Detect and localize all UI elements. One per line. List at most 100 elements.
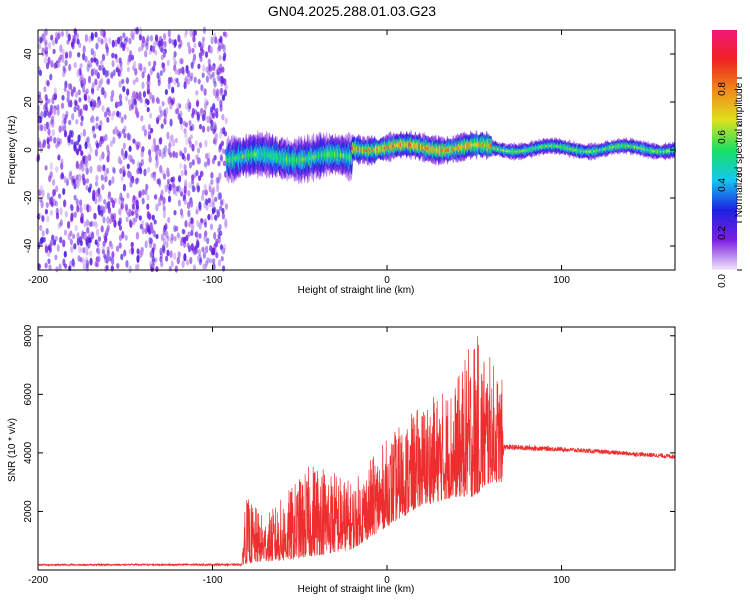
spectrogram-cell — [91, 87, 95, 95]
spectrogram-cell — [61, 48, 65, 57]
spectrogram-cell — [195, 100, 200, 107]
spectrogram-cell — [206, 115, 210, 124]
spectrogram-cell — [197, 248, 201, 257]
spectrogram-cell — [149, 237, 153, 245]
spectrogram-cell — [224, 203, 228, 210]
snr-frame — [37, 326, 676, 571]
spectrogram-cell — [189, 134, 193, 140]
spectrogram-cell — [75, 118, 79, 125]
spectrogram-cell — [49, 73, 53, 81]
spectrogram-cell — [186, 98, 191, 107]
spectrogram-cell — [207, 63, 211, 71]
spectrogram-cell — [84, 141, 88, 150]
spectrogram-cell — [159, 70, 163, 77]
spectrogram-cell — [90, 47, 94, 56]
spectrogram-cell — [147, 60, 152, 67]
spectrogram-cell — [165, 241, 169, 249]
spectrogram-cell — [98, 124, 102, 131]
spectrogram-cell — [214, 132, 218, 139]
spectrogram-cell — [212, 88, 216, 96]
spectrogram-cell — [62, 239, 66, 248]
spectrogram-cell — [212, 263, 217, 271]
spectrogram-cell — [85, 250, 89, 256]
spectrogram-cell — [75, 160, 79, 170]
spectrogram-cell — [59, 236, 63, 244]
spectrogram-cell — [53, 107, 57, 116]
spectrogram-cell — [166, 131, 170, 140]
spectrogram-cell — [180, 123, 184, 131]
spectrogram-cell — [135, 177, 139, 185]
spectrogram-cell — [128, 104, 132, 112]
spectrogram-cell — [76, 204, 80, 213]
spectrogram-cell — [74, 91, 79, 98]
spectrogram-cell — [118, 80, 122, 88]
spectrogram-cell — [39, 197, 43, 203]
spectrogram-cell — [152, 258, 156, 266]
spectrogram-cell — [167, 29, 171, 38]
spectrogram-cell — [170, 260, 174, 268]
spectrogram-cell — [59, 44, 63, 53]
spectrogram-cell — [94, 78, 98, 86]
spectrogram-cell — [188, 140, 193, 148]
spectrogram-cell — [168, 142, 172, 149]
spectrogram-cell — [222, 44, 226, 53]
spectrogram-cell — [152, 230, 156, 238]
spectrogram-cell — [218, 132, 222, 139]
spectrogram-cell — [86, 136, 90, 144]
spectrogram-cell — [113, 219, 117, 228]
spectrogram-cell — [100, 225, 104, 233]
spectrogram-cell — [158, 148, 162, 158]
spectrogram-cell — [89, 165, 93, 174]
spectrogram-cell — [187, 209, 191, 218]
spectrogram-cell — [219, 244, 223, 251]
spectrogram-cell — [91, 116, 95, 124]
spectrogram-cell — [102, 164, 106, 172]
spectrogram-cell — [209, 258, 213, 264]
spectrogram-y-axis-label: Frequency (Hz) — [7, 116, 18, 185]
colorbar-ticks: 0.0 0.2 0.4 0.6 0.8 — [717, 77, 742, 288]
spectrogram-cell — [120, 253, 124, 261]
spectrogram-cell — [118, 197, 122, 205]
spectrogram-cell — [110, 265, 114, 271]
spectrogram-cell — [48, 264, 52, 271]
spectrogram-cell — [114, 53, 118, 59]
spectrogram-cell — [112, 167, 116, 174]
spectrogram-cell — [176, 81, 180, 88]
spectrogram-cell — [77, 255, 81, 262]
spectrogram-cell — [96, 142, 100, 149]
spectrogram-cell — [135, 204, 139, 210]
spectrogram-cell — [221, 198, 225, 206]
spectrogram-cell — [126, 66, 131, 73]
spectrogram-cell — [128, 248, 132, 255]
spectrogram-cell — [188, 101, 192, 110]
spectrogram-cell — [111, 60, 115, 68]
spectrogram-cell — [175, 225, 179, 232]
spectrogram-cell — [82, 247, 86, 254]
spectrogram-cell — [212, 64, 216, 72]
spectrogram-cell — [88, 231, 92, 239]
spectrogram-cell — [184, 220, 188, 228]
spectrogram-cell — [201, 194, 205, 201]
spectrogram-cell — [134, 264, 139, 271]
spectrogram-cell — [209, 223, 214, 231]
spectrogram-cell — [213, 206, 217, 213]
spectrogram-cell — [120, 204, 124, 211]
spectrogram-cell — [163, 117, 167, 125]
spectrogram-cell — [204, 161, 208, 168]
spectrogram-cell — [44, 243, 48, 251]
spectrogram-cell — [76, 180, 80, 189]
spectrogram-cell — [191, 174, 195, 181]
spectrogram-cell — [156, 116, 160, 125]
spectrogram-cell — [51, 120, 55, 128]
spectrogram-cell — [221, 207, 225, 214]
spectrogram-cell — [107, 150, 111, 157]
spectrogram-cell — [95, 116, 99, 122]
spectrogram-cell — [99, 155, 103, 162]
spectrogram-cell — [79, 76, 83, 84]
spectrogram-cell — [92, 189, 96, 198]
spectrogram-cell — [135, 76, 139, 83]
spectrogram-cell — [85, 88, 89, 95]
spectrogram-cell — [133, 98, 137, 106]
spectrogram-cell — [119, 64, 123, 73]
spectrogram-cell — [210, 213, 214, 221]
